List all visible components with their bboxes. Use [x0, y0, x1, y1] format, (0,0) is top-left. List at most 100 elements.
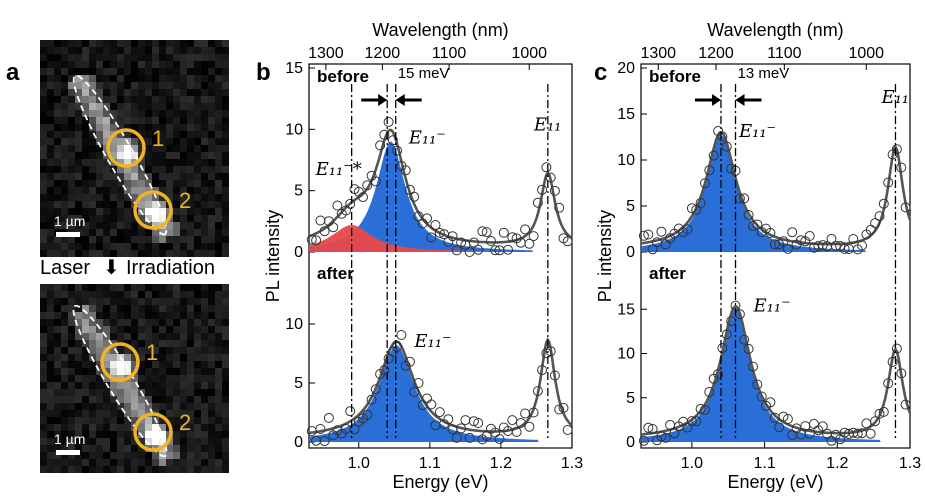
arrow-head-right: [395, 94, 405, 106]
data-point: [426, 399, 437, 410]
data-point: [691, 416, 702, 427]
data-point: [413, 378, 424, 388]
data-point: [545, 172, 556, 183]
spot-label-1: 1: [152, 126, 164, 151]
spot-ring-1: [106, 128, 146, 168]
data-point: [748, 361, 758, 372]
peak-fill-e11-*: [309, 225, 494, 252]
data-point: [349, 424, 360, 435]
data-point: [643, 229, 654, 240]
data-point: [778, 236, 789, 247]
data-point: [647, 244, 658, 255]
spot-label-1: 1: [146, 340, 158, 365]
tube-outline: [72, 74, 168, 236]
data-point: [704, 165, 715, 176]
label-after: after: [649, 264, 686, 283]
label-e11-minus: E₁₁⁻: [408, 128, 446, 149]
data-point: [883, 177, 894, 188]
data-point: [870, 218, 881, 229]
peak-fill-e11-: [641, 309, 881, 442]
data-point: [713, 369, 724, 379]
data-point: [404, 356, 415, 367]
data-point: [477, 226, 488, 237]
data-point: [865, 428, 876, 439]
data-point: [379, 365, 390, 376]
data-point: [537, 365, 548, 376]
data-point: [665, 419, 676, 430]
data-point: [370, 176, 381, 187]
data-point: [323, 412, 334, 423]
label-before: before: [317, 67, 369, 86]
data-point: [507, 415, 518, 426]
data-point: [656, 226, 667, 237]
data-point: [315, 215, 326, 226]
data-point: [562, 425, 573, 435]
data-point: [481, 430, 492, 441]
data-point: [717, 131, 728, 142]
data-point: [528, 231, 539, 242]
data-point: [647, 424, 658, 434]
scale-bar: [56, 232, 80, 237]
arrow-head-left: [711, 94, 721, 106]
fit-curve: [640, 304, 912, 436]
y-tick-label: 10: [617, 152, 635, 169]
y-tick-label: 0: [294, 244, 303, 261]
fit-curve: [640, 130, 912, 246]
data-point: [774, 422, 785, 433]
x-tick-label: 1.2: [826, 455, 848, 472]
y-tick-label: 15: [617, 106, 635, 123]
data-point: [345, 406, 356, 417]
data-point: [848, 234, 859, 244]
data-point: [409, 387, 420, 397]
data-point: [422, 213, 432, 224]
scale-bar-label: 1 µm: [54, 213, 85, 229]
spot-ring-1: [100, 342, 140, 382]
data-point: [874, 211, 885, 222]
data-point: [817, 421, 828, 432]
data-point: [817, 240, 828, 251]
data-point: [554, 202, 565, 213]
panel-label-b: b: [256, 59, 271, 86]
data-point: [520, 224, 531, 235]
data-point: [638, 230, 649, 241]
data-point: [541, 162, 552, 173]
data-point: [896, 162, 907, 173]
y-axis-title: PL intensity: [595, 210, 615, 302]
y-tick-label: 5: [294, 375, 303, 392]
top-tick-label: 1300: [308, 45, 344, 62]
data-point: [765, 227, 776, 238]
data-point: [721, 329, 732, 340]
data-point: [795, 235, 806, 246]
top-axis-title: Wavelength (nm): [707, 20, 843, 40]
data-point: [857, 240, 867, 251]
y-tick-label: 15: [285, 60, 303, 77]
data-point: [748, 221, 758, 232]
peak-fill-e11-: [309, 141, 533, 252]
spot-label-2: 2: [179, 410, 191, 435]
x-tick-label: 1.0: [681, 455, 703, 472]
data-point: [708, 150, 719, 161]
data-point: [558, 402, 569, 413]
label-before: before: [649, 67, 701, 86]
top-tick-label: 1000: [848, 45, 884, 62]
data-point: [375, 140, 386, 151]
label-e11-minus-star: E₁₁⁻*: [315, 159, 362, 180]
data-point: [700, 404, 710, 415]
data-point: [490, 245, 501, 256]
peak-fill-e11-: [309, 345, 539, 442]
data-point: [311, 235, 322, 246]
data-point: [549, 185, 560, 196]
data-point: [532, 386, 543, 397]
data-point: [524, 238, 535, 249]
x-axis-title: Energy (eV): [392, 472, 488, 492]
data-point: [451, 432, 462, 443]
data-point: [743, 210, 754, 220]
plot-frame: [640, 63, 911, 449]
data-point: [464, 432, 475, 443]
data-point: [345, 198, 356, 209]
data-point: [319, 226, 330, 237]
data-point: [451, 245, 462, 256]
